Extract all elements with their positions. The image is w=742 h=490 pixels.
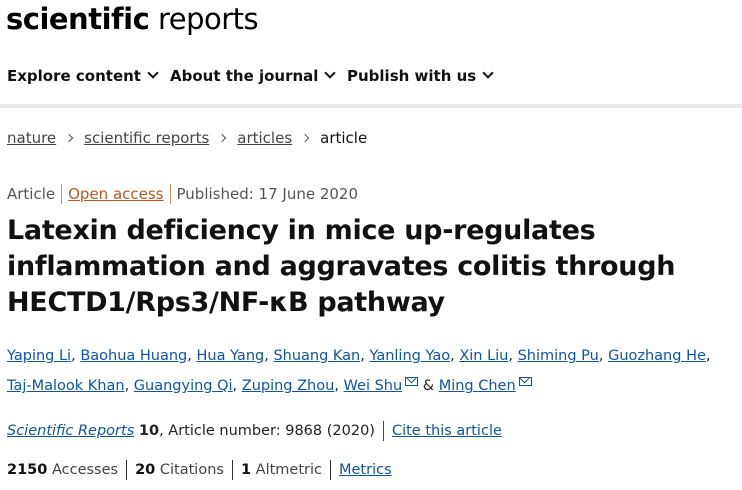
nav-explore-content[interactable]: Explore content <box>7 62 159 90</box>
article-type: Article <box>7 185 56 203</box>
breadcrumb-current: article <box>320 129 368 147</box>
metrics-link[interactable]: Metrics <box>338 462 392 478</box>
author-link[interactable]: Shiming Pu <box>517 348 599 364</box>
meta-divider <box>169 183 171 204</box>
author-link[interactable]: Zuping Zhou <box>241 378 335 394</box>
article-title: Latexin deficiency in mice up-regulates … <box>7 215 676 318</box>
article-number: , Article number: 9868 (2020) <box>159 423 375 439</box>
altmetric-score: 1 <box>240 462 252 478</box>
breadcrumb-articles[interactable]: articles <box>237 129 293 147</box>
author-link[interactable]: Xin Liu <box>459 348 509 364</box>
article-meta: Article Open access Published: 17 June 202… <box>7 183 358 205</box>
email-icon[interactable] <box>518 377 532 386</box>
published-date: Published: 17 June 2020 <box>176 185 359 203</box>
open-access-link[interactable]: Open access <box>68 185 164 203</box>
author-link[interactable]: Yaping Li <box>7 348 72 364</box>
author-link[interactable]: Wei Shu <box>343 378 403 394</box>
cite-this-article-link[interactable]: Cite this article <box>391 423 502 439</box>
breadcrumb-nature[interactable]: nature <box>7 129 57 147</box>
citations-label: Citations <box>159 462 224 478</box>
author-link[interactable]: Guozhang He <box>608 348 706 364</box>
author-link[interactable]: Taj-Malook Khan <box>7 378 125 394</box>
authors-and: & <box>422 378 435 394</box>
author-link[interactable]: Guangying Qi <box>133 378 233 394</box>
author-link[interactable]: Ming Chen <box>438 378 516 394</box>
volume: 10 <box>138 423 160 439</box>
nav-about-journal[interactable]: About the journal <box>170 62 337 90</box>
breadcrumb-scientific-reports[interactable]: scientific reports <box>84 129 210 147</box>
email-icon[interactable] <box>405 377 419 386</box>
author-link[interactable]: Yanling Yao <box>369 348 451 364</box>
citation-divider <box>382 421 384 441</box>
meta-divider <box>61 183 63 204</box>
metrics-divider <box>126 460 128 480</box>
accesses-label: Accesses <box>51 462 119 478</box>
citation-line: Scientific Reports 10, Article number: 9… <box>7 420 502 442</box>
chevron-down-icon <box>324 67 337 79</box>
accesses-count: 2150 <box>7 462 48 478</box>
author-list: Yaping Li, Baohua Huang, Hua Yang, Shuan… <box>7 348 711 394</box>
nav-publish-label: Publish with us <box>347 67 477 85</box>
nav-publish-with-us[interactable]: Publish with us <box>347 62 494 90</box>
nav-about-label: About the journal <box>170 67 319 85</box>
chevron-right-icon <box>300 133 310 143</box>
breadcrumb: nature scientific reports articles article <box>7 127 367 149</box>
main-nav: Explore content About the journal Publis… <box>0 62 742 90</box>
chevron-down-icon <box>147 67 159 79</box>
chevron-right-icon <box>64 133 74 143</box>
chevron-down-icon <box>482 67 494 79</box>
logo-light: reports <box>157 2 259 36</box>
metrics-divider <box>231 460 233 480</box>
metrics-bar: 2150 Accesses 20 Citations 1 Altmetric Metr… <box>7 459 392 481</box>
metrics-divider <box>329 460 331 480</box>
journal-link[interactable]: Scientific Reports <box>7 423 135 439</box>
author-link[interactable]: Baohua Huang <box>80 348 188 364</box>
altmetric-label: Altmetric <box>255 462 322 478</box>
site-logo[interactable]: scientific reports <box>6 0 259 38</box>
author-link[interactable]: Hua Yang <box>196 348 265 364</box>
chevron-right-icon <box>218 133 227 143</box>
nav-divider <box>0 104 742 108</box>
author-link[interactable]: Shuang Kan <box>273 348 361 364</box>
nav-explore-label: Explore content <box>7 67 141 85</box>
logo-bold: scientific <box>6 2 150 36</box>
citations-count: 20 <box>135 462 156 478</box>
